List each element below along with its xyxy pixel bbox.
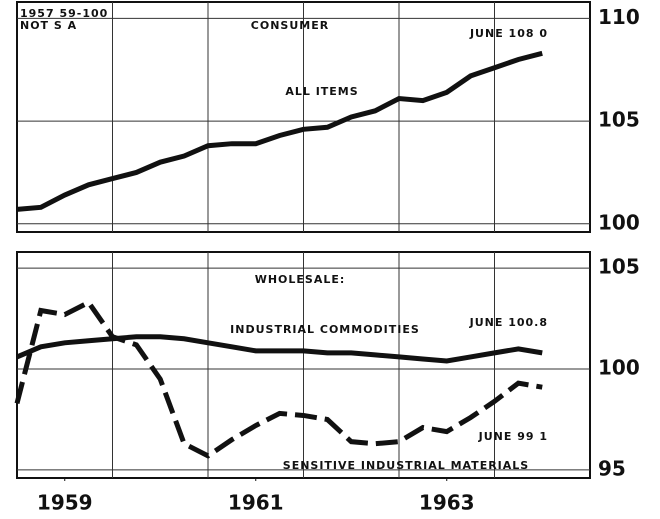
annotation: CONSUMER (251, 19, 329, 32)
data-line (14, 299, 543, 459)
y-tick-label: 95 (598, 456, 626, 480)
x-tick-label: 1959 (37, 491, 93, 515)
y-tick-label: 105 (598, 108, 640, 132)
annotation: NOT S A (20, 19, 77, 32)
y-tick-label: 110 (598, 5, 640, 29)
annotation: JUNE 100.8 (469, 316, 548, 329)
data-line (16, 50, 543, 212)
annotation: JUNE 108 0 (469, 27, 548, 40)
y-tick-label: 100 (598, 356, 640, 380)
x-tick-label: 1963 (419, 491, 475, 515)
annotation: WHOLESALE: (255, 273, 346, 286)
series-label: SENSITIVE INDUSTRIAL MATERIALS (283, 459, 529, 472)
y-tick-label: 105 (598, 255, 640, 279)
y-tick-label: 100 (598, 210, 640, 234)
annotation: 1957 59-100 (20, 7, 108, 20)
series-label: ALL ITEMS (285, 85, 358, 98)
annotation: JUNE 99 1 (478, 430, 548, 443)
x-tick-label: 1961 (228, 491, 284, 515)
series-label: INDUSTRIAL COMMODITIES (230, 323, 420, 336)
data-line (16, 334, 543, 364)
